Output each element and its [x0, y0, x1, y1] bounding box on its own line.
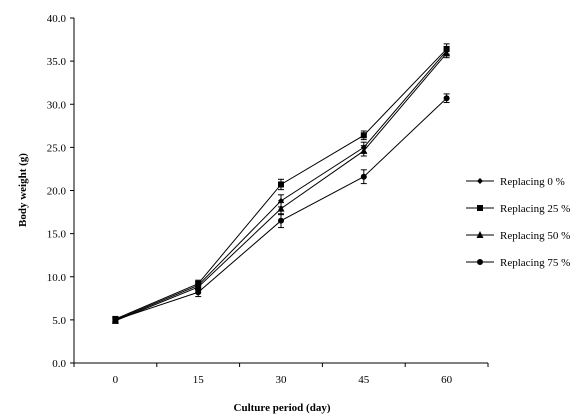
x-axis-title: Culture period (day) — [234, 402, 331, 414]
legend-marker — [476, 231, 484, 238]
y-tick-label: 5.0 — [52, 315, 66, 327]
legend-marker — [477, 205, 483, 211]
y-tick-label: 25.0 — [47, 142, 67, 154]
legend-marker — [477, 259, 483, 265]
x-tick-label: 15 — [193, 374, 205, 386]
y-tick-label: 30.0 — [47, 99, 67, 111]
y-ticks: 0.0 5.0 10.0 15.0 20.0 25.0 30.0 35.0 40.0 — [47, 13, 74, 370]
data-point — [278, 217, 284, 224]
data-point — [278, 181, 284, 188]
legend-label: Replacing 75 % — [500, 257, 570, 269]
legend-entry: Replacing 50 % — [466, 230, 570, 242]
y-tick-label: 35.0 — [47, 56, 67, 68]
legend-entry: Replacing 75 % — [466, 257, 570, 269]
data-point — [360, 146, 368, 154]
legend-marker — [477, 178, 483, 184]
legend-label: Replacing 50 % — [500, 230, 570, 242]
y-tick-label: 40.0 — [47, 13, 67, 25]
series-1 — [112, 43, 450, 323]
legend: Replacing 0 % Replacing 25 % Replacing 50 … — [458, 168, 582, 278]
series-3 — [112, 93, 450, 323]
data-point — [360, 132, 367, 139]
y-tick-label: 10.0 — [47, 272, 67, 284]
data-point — [443, 49, 451, 57]
x-tick-label: 0 — [113, 374, 119, 386]
x-tick-label: 45 — [358, 374, 370, 386]
data-point — [277, 204, 285, 212]
legend-entry: Replacing 25 % — [466, 203, 570, 215]
data-point — [443, 95, 450, 102]
legend-label: Replacing 25 % — [500, 203, 570, 215]
x-ticks: 0 15 30 45 60 — [73, 363, 489, 386]
legend-label: Replacing 0 % — [500, 176, 565, 188]
legend-entry: Replacing 0 % — [466, 176, 565, 188]
data-point — [360, 173, 367, 180]
x-tick-label: 30 — [276, 374, 288, 386]
x-tick-label: 60 — [441, 374, 453, 386]
data-point — [112, 316, 119, 323]
y-tick-label: 15.0 — [47, 229, 67, 241]
y-axis-title: Body weight (g) — [17, 153, 29, 227]
data-point — [195, 289, 202, 296]
series-layer — [111, 43, 451, 324]
y-tick-label: 0.0 — [52, 358, 66, 370]
y-tick-label: 20.0 — [47, 186, 67, 198]
